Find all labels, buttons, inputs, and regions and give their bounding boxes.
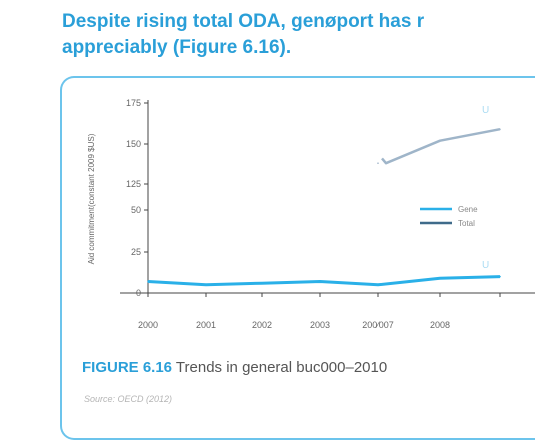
data-point [499, 275, 501, 278]
heading-line-2: appreciably (Figure 6.16). [62, 37, 292, 58]
y-tick-label: 50 [131, 205, 141, 215]
data-point [377, 284, 379, 286]
y-tick-label: 150 [126, 139, 141, 149]
data-point [439, 277, 441, 280]
y-tick-label: 25 [131, 247, 141, 257]
x-tick-label: 200⁄007 [362, 320, 394, 330]
x-tick-label: 2001 [196, 320, 216, 330]
section-heading: Despite rising total ODA, genøport has r… [62, 9, 535, 61]
y-axis-ticks: 0 25 50 125 150 175 Aid commitment(constant 20… [87, 98, 148, 298]
x-tick-label: 2008 [430, 320, 450, 330]
data-point [205, 284, 207, 286]
figure-panel [60, 76, 535, 440]
y-tick-label: 125 [126, 179, 141, 189]
figure-source: Source: OECD (2012) [84, 394, 173, 404]
data-point [499, 128, 501, 131]
legend-label: Total [458, 219, 475, 228]
chart-axes [120, 100, 535, 294]
series-lines [147, 127, 501, 287]
series-line-0 [147, 275, 501, 287]
heading-line-1: Despite rising total ODA, genøport has r [62, 11, 425, 32]
data-point [147, 280, 149, 283]
series-line-1 [381, 127, 501, 165]
figure-label: FIGURE 6.16 [82, 359, 173, 376]
y-tick-label: 0 [136, 288, 141, 298]
series-annotation: U [482, 105, 489, 116]
x-tick-label: 2000 [138, 320, 158, 330]
series-annotation: U [482, 260, 489, 271]
figure-caption-text: Trends in general buc000–2010 [172, 359, 388, 376]
data-point [261, 282, 263, 284]
x-tick-label: 2003 [310, 320, 330, 330]
y-tick-label: 175 [126, 98, 141, 108]
data-point [319, 280, 321, 283]
chart-annotations: UU [482, 105, 489, 271]
figure-caption: FIGURE 6.16 Trends in general buc000–201… [82, 359, 387, 376]
x-axis-ticks: 2000 2001 2002 2003 200⁄007 2008 [138, 293, 501, 330]
data-point [439, 139, 441, 142]
legend-label: Gene [458, 205, 478, 214]
x-tick-label: 2002 [252, 320, 272, 330]
chart-legend: Gene Total [420, 205, 478, 228]
y-axis-title: Aid commitment(constant 2009 $US) [87, 133, 96, 264]
data-point [377, 162, 379, 164]
